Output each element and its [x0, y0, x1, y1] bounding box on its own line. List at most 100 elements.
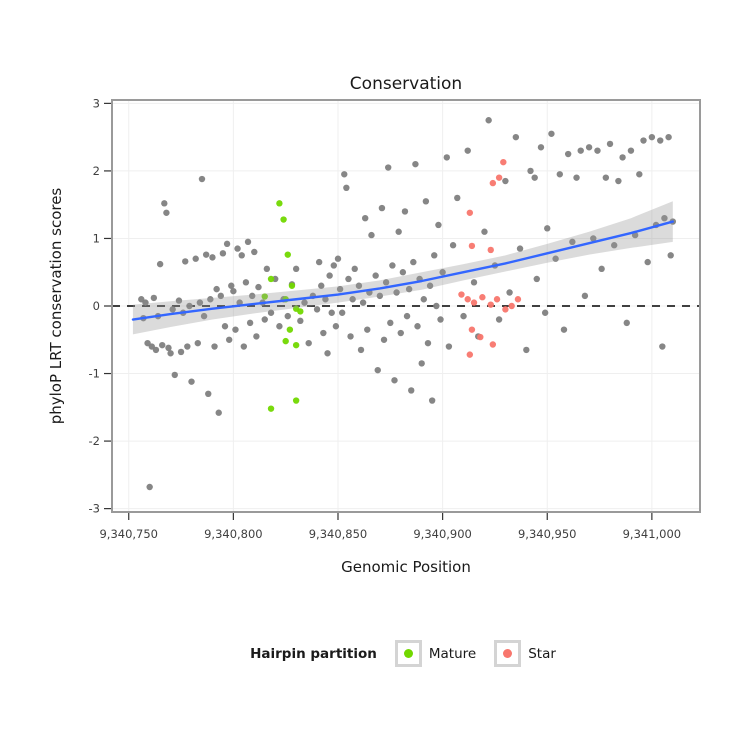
point-other [156, 260, 164, 268]
point-mature [292, 341, 300, 349]
legend-label-star: Star [528, 645, 556, 662]
point-other [188, 378, 195, 385]
point-other [585, 144, 593, 151]
point-other [215, 409, 222, 416]
point-other [512, 133, 520, 141]
point-other [435, 221, 442, 229]
point-other [242, 279, 250, 286]
point-other [330, 262, 338, 269]
point-star [464, 296, 471, 303]
point-other [598, 265, 605, 273]
point-mature [276, 200, 283, 207]
point-other [248, 292, 256, 300]
y-axis-label: phyloP LRT conservation scores [47, 187, 65, 425]
point-other [556, 171, 564, 178]
point-other [146, 483, 153, 491]
point-other [165, 344, 172, 352]
point-other [211, 343, 218, 350]
legend-title: Hairpin partition [250, 645, 377, 662]
point-other [351, 265, 358, 273]
point-other [228, 282, 235, 289]
point-other [345, 275, 352, 283]
point-other [196, 299, 204, 306]
y-tick-label: 2 [93, 164, 100, 178]
point-other [577, 147, 584, 154]
point-star [487, 301, 494, 308]
point-other [431, 252, 438, 259]
point-star [502, 306, 509, 313]
point-other [414, 323, 421, 330]
point-other [385, 164, 392, 171]
point-star [477, 333, 484, 341]
point-other [167, 350, 174, 357]
point-other [359, 299, 367, 306]
panel-border [111, 99, 701, 513]
point-other [163, 209, 170, 216]
point-star [466, 209, 474, 216]
point-other [623, 319, 630, 327]
point-other [424, 339, 432, 347]
point-other [665, 133, 672, 141]
point-other [315, 258, 323, 266]
point-other [418, 360, 425, 367]
point-star [500, 158, 507, 166]
point-other [374, 366, 381, 374]
point-other [380, 336, 388, 343]
point-other [544, 225, 551, 232]
point-other [615, 177, 622, 185]
point-other [221, 323, 229, 330]
point-other [460, 312, 467, 320]
point-other [372, 272, 379, 279]
point-other [347, 333, 354, 340]
point-other [564, 150, 572, 158]
y-tick-label: -1 [89, 367, 100, 381]
point-other [355, 282, 363, 289]
point-other [387, 319, 394, 327]
point-other [470, 279, 478, 286]
point-other [209, 254, 216, 261]
point-other [537, 144, 545, 151]
point-other [644, 258, 651, 266]
point-other [560, 326, 568, 333]
plot-area: 9,340,750 9,340,800 9,340,850 9,340,900 9,34… [89, 96, 701, 541]
point-other [378, 204, 386, 212]
point-other [410, 258, 417, 266]
point-other [636, 171, 643, 178]
point-other [186, 302, 193, 310]
point-other [527, 167, 534, 175]
point-other [408, 387, 415, 394]
point-star [508, 302, 515, 310]
y-tick-label: -2 [89, 434, 100, 448]
point-other [443, 154, 451, 161]
point-star [468, 326, 476, 333]
point-other [253, 333, 260, 340]
point-other [399, 269, 407, 276]
point-other [184, 343, 191, 350]
point-mature [288, 282, 296, 289]
point-other [246, 319, 254, 327]
legend-key-mature [394, 640, 422, 667]
mature-point-icon [403, 649, 413, 658]
x-tick-label: 9,340,950 [518, 527, 577, 541]
point-other [357, 346, 365, 354]
point-other [194, 339, 201, 347]
point-other [200, 312, 208, 320]
point-other [192, 255, 199, 262]
point-other [292, 265, 300, 273]
point-other [533, 275, 540, 283]
point-other [341, 171, 348, 178]
point-other [261, 316, 268, 323]
point-other [449, 242, 457, 249]
point-other [581, 292, 589, 300]
point-other [364, 326, 371, 333]
point-other [142, 299, 149, 306]
point-other [428, 397, 436, 404]
x-tick-label: 9,341,000 [623, 527, 682, 541]
point-other [627, 147, 635, 154]
point-other [445, 343, 453, 350]
point-other [619, 154, 626, 161]
point-other [161, 200, 168, 207]
point-other [541, 309, 549, 316]
point-other [412, 160, 419, 168]
